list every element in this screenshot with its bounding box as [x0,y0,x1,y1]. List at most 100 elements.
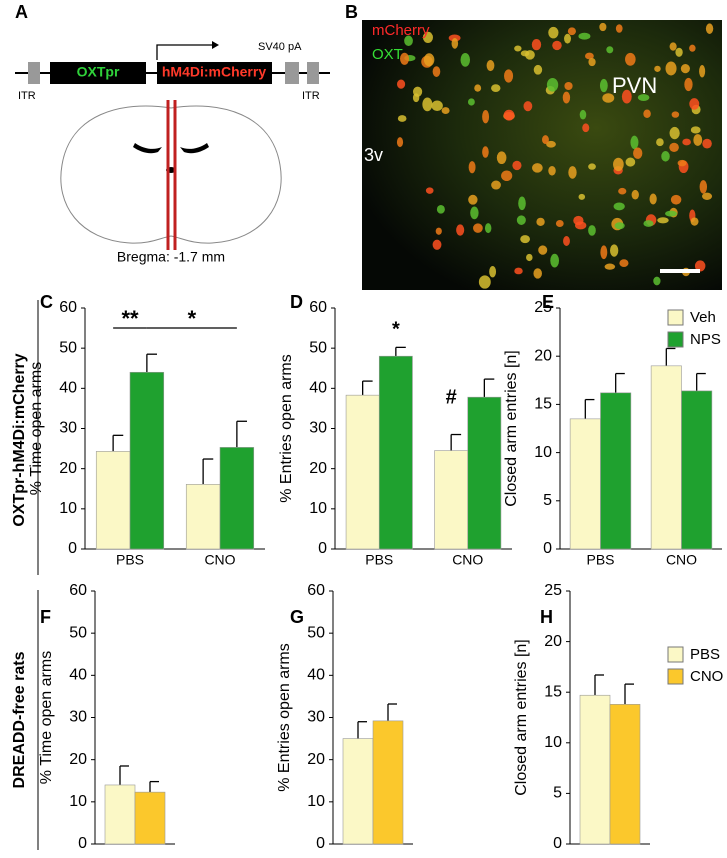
cell [484,223,492,234]
cell [613,202,625,211]
y-tick-label: 15 [544,683,562,700]
cell [690,217,699,226]
cell [425,187,434,194]
x-tick-label: CNO [204,552,235,568]
legend-label: Veh [690,309,716,326]
cell [482,110,490,124]
cell [555,220,564,228]
significance-label: * [392,318,400,340]
y-tick-label: 10 [69,793,87,810]
cell [524,50,535,60]
cell [614,222,625,230]
cell [482,146,489,158]
cell [467,98,475,106]
cell [693,134,703,146]
cell [451,37,459,49]
promoter-arrow [156,44,212,60]
cell [432,66,441,77]
legend-label: NPS [690,331,721,348]
cell [702,138,712,149]
cell [649,193,657,205]
y-tick-label: 60 [307,582,325,599]
y-tick-label: 30 [309,420,327,437]
bregma-label: Bregma: -1.7 mm [117,249,225,265]
cell [491,84,501,92]
bar [378,355,413,550]
region-label: PVN [612,73,657,98]
y-tick-label: 20 [69,751,87,768]
cell-layer [396,22,714,289]
x-tick-label: CNO [452,552,483,568]
cell [680,63,690,74]
y-tick-label: 40 [309,380,327,397]
y-tick-label: 5 [543,492,552,509]
cell [526,253,533,262]
cell [520,235,530,244]
panel-label: E [542,292,554,312]
cell [478,275,491,289]
cell [504,69,514,83]
ventricle-label: 3v [364,145,383,165]
itr-label: ITR [302,90,320,102]
cell [531,39,542,51]
cell [702,192,713,200]
y-tick-label: 15 [534,396,552,413]
legend-swatch [667,331,684,348]
cell [548,166,556,176]
cell [578,32,591,40]
bar [650,365,682,550]
panel-label: B [345,2,358,22]
row-label: OXTpr-hM4Di:mCherry [11,353,28,526]
cell [423,53,435,67]
cell [397,115,407,122]
cell [503,109,515,121]
cell [413,86,423,97]
cell [422,31,434,43]
cell [550,253,560,268]
panel-label: C [40,292,53,312]
cell [512,160,522,171]
cell [588,225,596,236]
bar [609,704,641,845]
y-tick-label: 30 [59,420,77,437]
y-tick-label: 0 [318,540,327,557]
transgene-label: hM4Di:mCherry [162,64,266,80]
panel-label: H [540,607,553,627]
bar [569,418,601,550]
cell [665,61,677,76]
legend-label: CNO [690,668,723,685]
y-tick-label: 40 [307,667,325,684]
cell [675,47,683,57]
y-axis-label: % Entries open arms [278,354,295,503]
cell [568,166,577,179]
cell [496,151,507,165]
y-tick-label: 30 [307,709,325,726]
panel-label: G [290,607,304,627]
cell [404,35,413,46]
bar [129,371,165,550]
cell [582,123,590,133]
cell [486,59,495,72]
cell [514,267,523,275]
cell [546,77,559,92]
panel-label: F [40,607,51,627]
significance-label: ** [121,306,139,331]
cell [665,210,677,217]
row-label: DREADD-free rats [11,651,28,788]
cell [396,79,406,89]
cell [602,93,615,103]
y-tick-label: 20 [534,347,552,364]
y-tick-label: 50 [59,339,77,356]
y-tick-label: 20 [307,751,325,768]
bar [134,791,166,845]
y-tick-label: 20 [544,633,562,650]
itr-box [28,62,40,84]
cell [633,147,643,159]
cell [548,26,559,39]
cell [618,187,627,195]
cell [588,163,596,170]
bar [434,450,469,550]
channel-label: mCherry [372,22,430,39]
y-tick-label: 25 [534,299,552,316]
cell [546,140,556,148]
